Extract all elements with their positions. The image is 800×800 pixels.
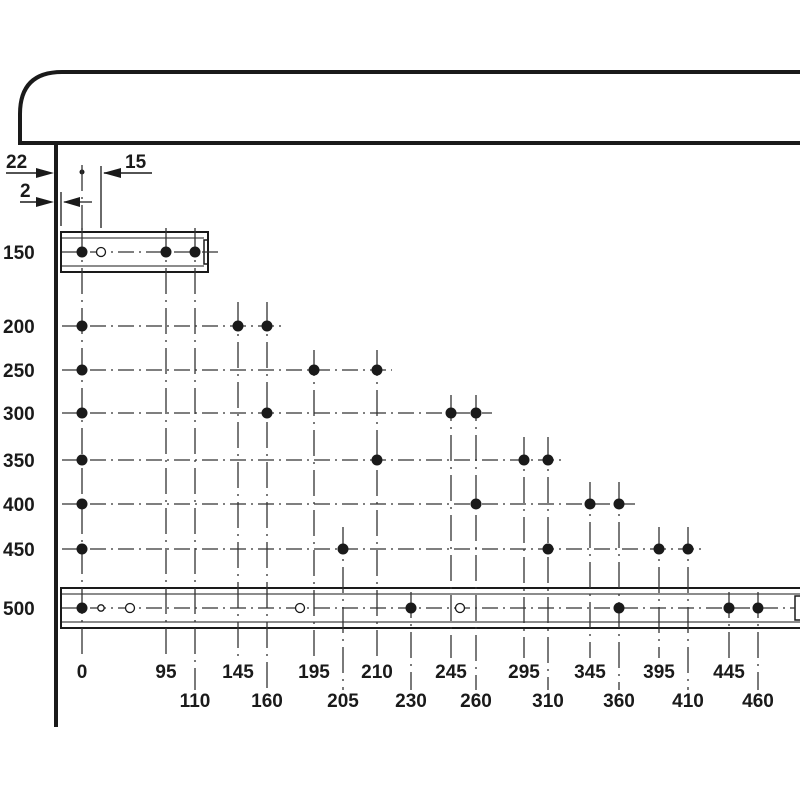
mounting-hole-filled	[518, 454, 530, 466]
column-offset-label: 230	[395, 691, 427, 712]
mounting-hole-filled	[445, 407, 457, 419]
mounting-hole-filled	[76, 320, 88, 332]
row-height-label: 350	[3, 451, 35, 472]
arrow-left-icon	[63, 197, 80, 207]
mounting-hole-filled	[371, 454, 383, 466]
row-height-label: 300	[3, 404, 35, 425]
mounting-hole-filled	[76, 364, 88, 376]
dimension-15: 15	[79, 152, 152, 230]
column-offset-label: 310	[532, 691, 564, 712]
column-offset-label: 345	[574, 662, 606, 683]
arrow-right-icon	[36, 168, 54, 178]
row-height-label: 200	[3, 317, 35, 338]
mounting-hole-filled	[76, 246, 88, 258]
mounting-hole-filled	[189, 246, 201, 258]
mounting-hole-open	[294, 602, 306, 614]
mounting-hole-filled	[160, 246, 172, 258]
mounting-hole-filled	[308, 364, 320, 376]
cabinet-top-panel	[18, 70, 800, 145]
mounting-hole-filled	[752, 602, 764, 614]
column-offset-label: 210	[361, 662, 393, 683]
mounting-hole-filled	[76, 602, 88, 614]
row-height-label: 400	[3, 495, 35, 516]
column-offset-label: 445	[713, 662, 745, 683]
mounting-hole-filled	[76, 454, 88, 466]
dimension-15-label: 15	[125, 152, 147, 173]
column-offset-label: 110	[180, 691, 211, 712]
dimension-2: 2	[20, 181, 92, 226]
column-offset-label: 245	[435, 662, 467, 683]
mounting-hole-filled	[76, 543, 88, 555]
mounting-hole-filled	[542, 454, 554, 466]
mounting-hole-open	[95, 246, 107, 258]
mounting-hole-filled	[682, 543, 694, 555]
mounting-hole-filled	[405, 602, 417, 614]
mounting-hole-filled	[232, 320, 244, 332]
column-offset-label: 145	[222, 662, 254, 683]
column-offset-label: 160	[251, 691, 283, 712]
dimension-2-label: 2	[20, 181, 31, 202]
mounting-hole-filled	[337, 543, 349, 555]
mounting-hole-filled	[261, 320, 273, 332]
row-height-label: 500	[3, 599, 35, 620]
row-height-label: 250	[3, 361, 35, 382]
dimension-22-label: 22	[6, 152, 27, 173]
drawer-slide-long	[60, 587, 800, 629]
dimension-22: 22	[6, 152, 54, 178]
column-offset-label: 410	[672, 691, 704, 712]
column-offset-label: 205	[327, 691, 359, 712]
mounting-hole-filled	[723, 602, 735, 614]
mounting-hole-filled	[542, 543, 554, 555]
mounting-hole-filled	[470, 407, 482, 419]
mounting-hole-filled	[371, 364, 383, 376]
mounting-hole-filled	[653, 543, 665, 555]
mounting-hole-filled	[261, 407, 273, 419]
column-offset-label: 460	[742, 691, 774, 712]
column-offset-label: 0	[77, 662, 88, 683]
mounting-hole-open	[124, 602, 136, 614]
column-offset-label: 295	[508, 662, 540, 683]
column-offset-label: 260	[460, 691, 492, 712]
dimension-labels: 150 200 250 300 350 400 450 500 0 95 145 195 210 245 2…	[3, 243, 774, 712]
mounting-hole-filled	[76, 498, 88, 510]
mounting-hole-filled	[613, 602, 625, 614]
row-height-label: 150	[3, 243, 35, 264]
mounting-hole-filled	[470, 498, 482, 510]
mounting-hole-open	[454, 602, 466, 614]
hole-grid	[62, 228, 795, 690]
column-offset-label: 395	[643, 662, 675, 683]
mounting-hole-open	[97, 604, 105, 612]
arrow-left-icon	[103, 168, 121, 178]
column-offset-label: 195	[298, 662, 330, 683]
mounting-hole-filled	[613, 498, 625, 510]
arrow-right-icon	[36, 197, 54, 207]
column-offset-label: 95	[155, 662, 177, 683]
mounting-hole-filled	[584, 498, 596, 510]
mounting-hole-filled	[76, 407, 88, 419]
column-offset-label: 360	[603, 691, 635, 712]
row-height-label: 450	[3, 540, 35, 561]
